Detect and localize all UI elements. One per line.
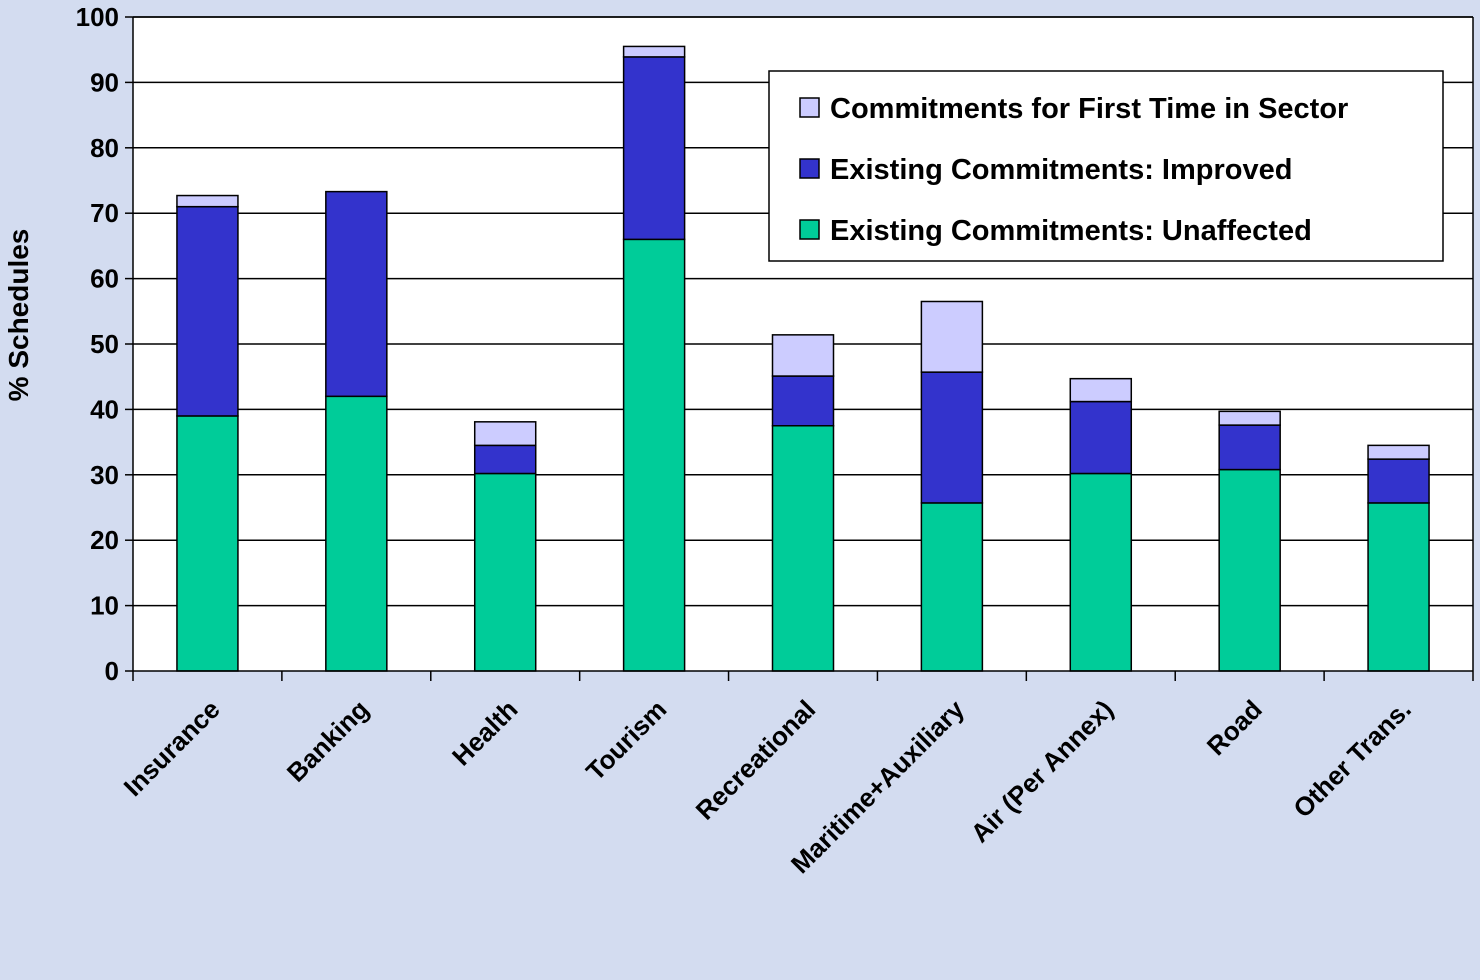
y-tick-label: 10 — [90, 591, 119, 621]
bar-segment — [1218, 410, 1281, 426]
x-category-label: Recreational — [690, 694, 822, 826]
y-tick-labels: 0 10 20 30 40 50 60 70 80 90 100 — [76, 2, 119, 686]
bar-segment — [1218, 468, 1281, 672]
y-tick-label: 60 — [90, 264, 119, 294]
x-category-label: Tourism — [580, 694, 672, 786]
bar-segment — [473, 444, 537, 475]
axes — [132, 16, 1474, 681]
bar-segment — [771, 375, 835, 427]
legend-label: Existing Commitments: Improved — [830, 154, 1292, 186]
bar-segment — [1069, 400, 1133, 475]
bar-segment — [771, 334, 835, 377]
legend-label: Commitments for First Time in Sector — [830, 93, 1348, 125]
x-category-label: Health — [446, 694, 523, 771]
legend-box — [768, 70, 1444, 262]
y-tick-label: 30 — [90, 460, 119, 490]
bar-segment — [176, 205, 239, 417]
legend-swatch — [799, 158, 820, 179]
bar-segment — [622, 56, 686, 241]
bar-segment — [176, 415, 239, 672]
y-tick-label: 70 — [90, 198, 119, 228]
legend-swatch — [799, 97, 820, 118]
bar-segment — [1367, 502, 1430, 672]
legend: Commitments for First Time in Sector Exis… — [768, 70, 1444, 262]
bar-segment — [622, 238, 686, 672]
bars — [176, 45, 1430, 672]
bar-segment — [1069, 377, 1133, 403]
bar-segment — [1367, 458, 1430, 504]
x-category-label: Other Trans. — [1287, 694, 1417, 824]
y-tick-label: 100 — [76, 2, 119, 32]
bar-segment — [1069, 472, 1133, 672]
y-tick-label: 80 — [90, 133, 119, 163]
bar-segment — [920, 371, 984, 504]
bar-segment — [771, 425, 835, 672]
x-category-label: Air (Per Annex) — [965, 694, 1119, 848]
legend-label: Existing Commitments: Unaffected — [830, 215, 1312, 247]
y-tick-label: 50 — [90, 329, 119, 359]
bar-segment — [920, 300, 984, 373]
bar-segment — [325, 395, 388, 672]
x-category-label: Insurance — [118, 694, 226, 802]
y-tick-label: 0 — [105, 656, 119, 686]
bar-segment — [920, 502, 984, 672]
bar-segment — [325, 190, 388, 398]
y-tick-label: 90 — [90, 67, 119, 97]
bar-segment — [473, 472, 537, 672]
x-category-label: Road — [1201, 694, 1268, 761]
y-tick-label: 40 — [90, 394, 119, 424]
legend-swatch — [799, 219, 820, 240]
y-axis-title: % Schedules — [3, 229, 34, 402]
x-category-labels: Insurance Banking Health Tourism Recreationa… — [118, 694, 1417, 880]
y-tick-label: 20 — [90, 525, 119, 555]
bar-segment — [1367, 444, 1430, 460]
x-category-label: Banking — [281, 694, 375, 788]
bar-segment — [473, 421, 537, 447]
bar-segment — [1218, 424, 1281, 471]
bar-segment — [176, 194, 239, 208]
bar-segment — [622, 45, 686, 58]
